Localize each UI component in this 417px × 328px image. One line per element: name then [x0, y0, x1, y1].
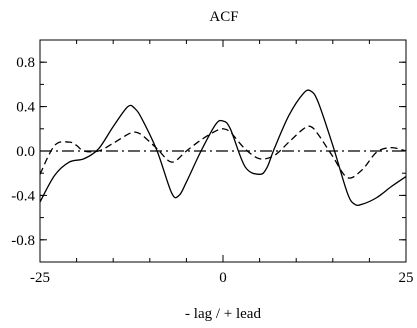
y-tick-label: 0.8 [16, 55, 35, 71]
x-tick-label: 0 [219, 270, 227, 286]
x-tick-label: -25 [30, 270, 50, 286]
ticks-layer: -0.8 -0.4 0.0 0.4 0.8 -25 0 25 [11, 39, 414, 286]
x-tick-label: 25 [399, 270, 414, 286]
series-layer [39, 89, 407, 207]
series-line-solid [39, 89, 407, 207]
x-axis-label: - lag / + lead [185, 306, 261, 322]
series-line-dashed [39, 125, 407, 179]
y-tick-label: 0.4 [16, 100, 35, 116]
y-tick-label: -0.8 [11, 233, 35, 249]
y-tick-label: -0.4 [11, 188, 35, 204]
chart-title: ACF [209, 9, 238, 25]
y-tick-label: 0.0 [16, 144, 35, 160]
